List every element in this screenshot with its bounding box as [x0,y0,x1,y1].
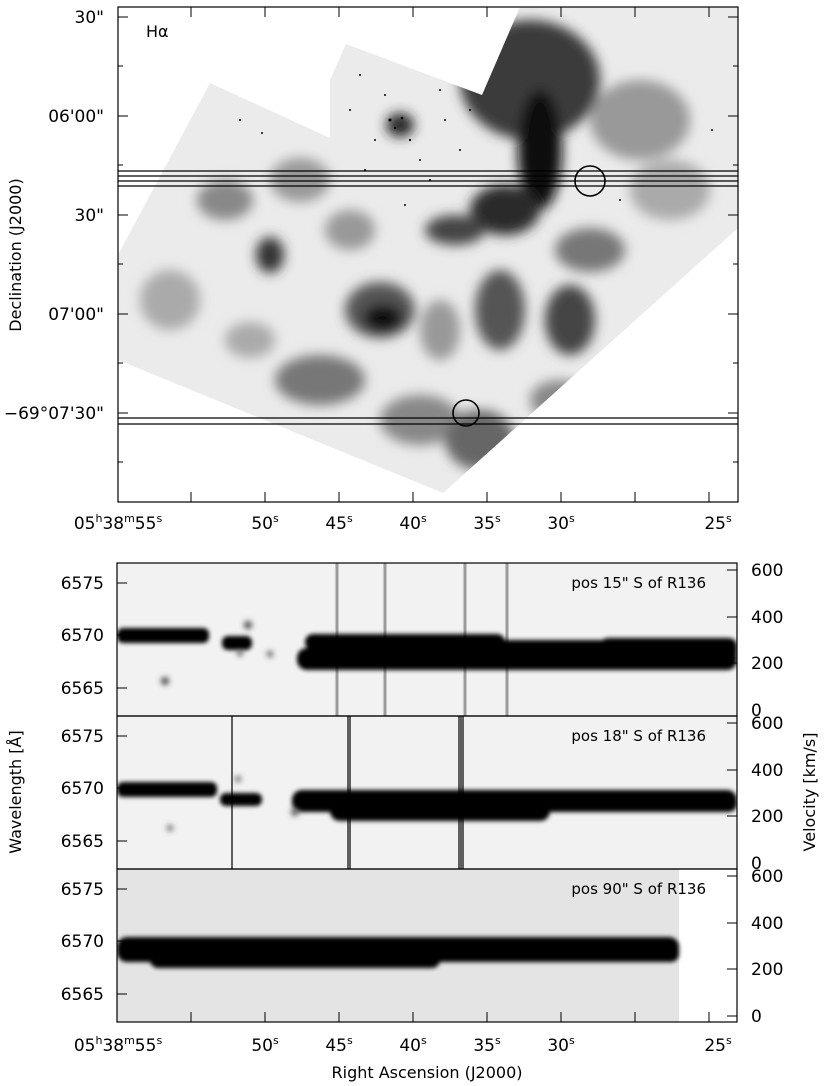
ra-tick-label: 40s [399,512,427,534]
slit-lines [118,170,738,425]
velocity-tick-label: 600 [751,561,783,581]
spectrum-panel-2 [117,716,737,869]
wavelength-tick-label: 6565 [61,832,104,852]
wavelength-tick-label: 6565 [61,679,104,699]
dec-tick-labels: 30" 06'00" 30" 07'00" −69°07'30" [4,8,104,424]
wavelength-tick-labels: 6575 6570 6565 6575 6570 6565 6575 6570 … [61,574,104,1005]
ra-tick-label: 45s [325,512,353,534]
ra-tick-label-first: 05h38m55s [74,1034,163,1056]
spectra-panels: pos 15" S of R136 pos 18" S of R136 pos … [6,561,819,1082]
dec-tick-label: 30" [75,8,104,28]
spectrum-panel-3 [117,869,737,1022]
dec-axis-label: Declination (J2000) [6,178,25,331]
spectra-frames [116,562,738,1023]
velocity-tick-label: 600 [751,714,783,734]
ra-tick-label: 35s [473,512,501,534]
wavelength-tick-label: 6570 [61,932,104,952]
wavelength-tick-label: 6565 [61,985,104,1005]
halpha-image-panel: Hα 30" 06'00" 30" 07'00" −69°07'30" Decl… [4,6,739,534]
wavelength-tick-label: 6575 [61,727,104,747]
dec-tick-label: 30" [75,206,104,226]
top-frame [117,6,739,503]
top-ticks [117,7,738,502]
velocity-tick-label: 600 [751,867,783,887]
ra-tick-label: 25s [704,512,732,534]
velocity-tick-label: 200 [751,654,783,674]
ra-tick-label: 30s [547,1034,575,1056]
ra-axis-label: Right Ascension (J2000) [332,1063,523,1082]
ra-tick-labels-top: 05h38m55s 50s 45s 40s 35s 30s 25s [74,512,732,534]
ra-tick-label: 25s [704,1034,732,1056]
velocity-tick-label: 400 [751,608,783,628]
velocity-tick-label: 400 [751,761,783,781]
velocity-axis-label: Velocity [km/s] [800,733,819,852]
velocity-tick-label: 0 [751,1007,762,1027]
ra-tick-label: 50s [251,512,279,534]
ra-tick-label: 40s [399,1034,427,1056]
panel-label-pos90: pos 90" S of R136 [571,880,706,898]
ra-tick-label: 30s [547,512,575,534]
marker-circle-north [574,165,606,197]
panel-label-pos18: pos 18" S of R136 [571,727,706,745]
ra-tick-label-first: 05h38m55s [74,512,163,534]
wavelength-tick-label: 6570 [61,626,104,646]
halpha-label: Hα [146,22,169,41]
velocity-tick-label: 0 [751,854,762,874]
halpha-image [118,7,738,493]
dec-tick-label: 06'00" [48,107,104,127]
ra-tick-label: 35s [473,1034,501,1056]
wavelength-axis-label: Wavelength [Å] [6,730,25,853]
wavelength-tick-label: 6575 [61,880,104,900]
spectrum-panel-1 [117,563,737,716]
wavelength-tick-label: 6575 [61,574,104,594]
panel-label-pos15: pos 15" S of R136 [571,574,706,592]
dec-tick-label: −69°07'30" [4,404,104,424]
wavelength-tick-label: 6570 [61,779,104,799]
velocity-tick-label: 400 [751,914,783,934]
ra-tick-label: 45s [325,1034,353,1056]
spectra-ticks [117,569,737,1022]
ra-tick-labels-bottom: 05h38m55s 50s 45s 40s 35s 30s 25s [74,1034,732,1056]
marker-circle-south [452,399,480,427]
velocity-tick-label: 200 [751,807,783,827]
velocity-tick-labels: 600 400 200 0 600 400 200 0 600 400 200 … [751,561,783,1027]
velocity-tick-label: 200 [751,960,783,980]
velocity-tick-label: 0 [751,701,762,721]
dec-tick-label: 07'00" [48,305,104,325]
ra-tick-label: 50s [251,1034,279,1056]
